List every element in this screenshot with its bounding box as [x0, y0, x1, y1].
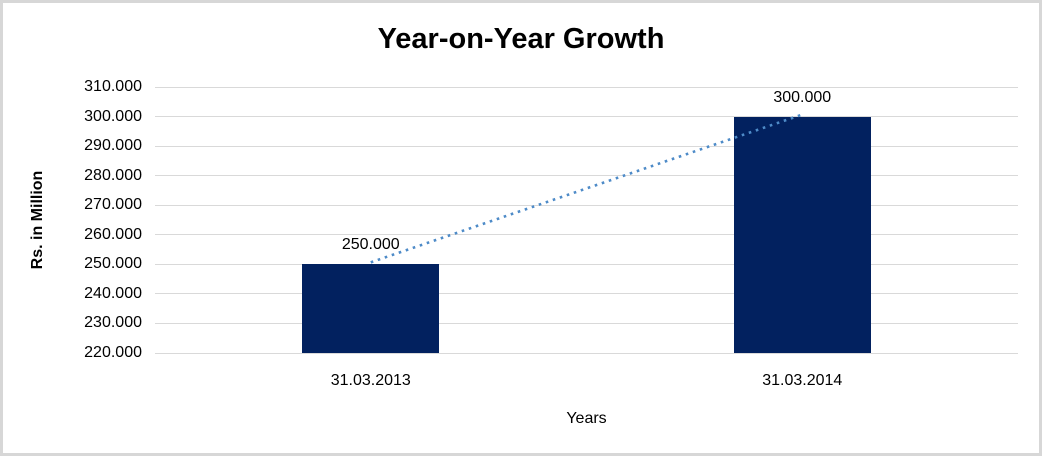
y-axis-tick-label: 260.000	[84, 225, 142, 243]
y-axis-tick-label: 280.000	[84, 166, 142, 184]
bar	[302, 264, 440, 353]
trendline	[370, 113, 803, 264]
gridline	[155, 322, 1018, 324]
y-axis-tick-label: 230.000	[84, 314, 142, 332]
gridline	[155, 204, 1018, 206]
data-label: 300.000	[773, 88, 832, 106]
x-axis-tick-label: 31.03.2013	[330, 372, 411, 389]
gridline	[155, 234, 1018, 236]
data-label: 250.000	[341, 236, 400, 254]
bar	[733, 116, 871, 353]
gridline	[155, 175, 1018, 177]
y-axis-tick-label: 270.000	[84, 196, 142, 214]
gridline	[155, 293, 1018, 295]
x-axis-tick-label: 31.03.2014	[762, 372, 843, 389]
y-axis-tick-label: 240.000	[84, 284, 142, 302]
y-axis-tick-label: 310.000	[84, 78, 142, 95]
plot-area: 250.000 300.000	[155, 86, 1018, 354]
gridline	[155, 145, 1018, 147]
y-axis-tick-label: 300.000	[84, 107, 142, 125]
y-axis-tick-label: 220.000	[84, 344, 142, 361]
gridline	[155, 263, 1018, 265]
x-axis-title: Years	[566, 410, 607, 427]
chart-title: Year-on-Year Growth	[377, 23, 665, 55]
y-axis-tick-label: 250.000	[84, 255, 142, 273]
y-axis-tick-label: 290.000	[84, 137, 142, 155]
gridline	[155, 116, 1018, 118]
gridline	[155, 86, 1018, 88]
gridline	[155, 352, 1018, 354]
